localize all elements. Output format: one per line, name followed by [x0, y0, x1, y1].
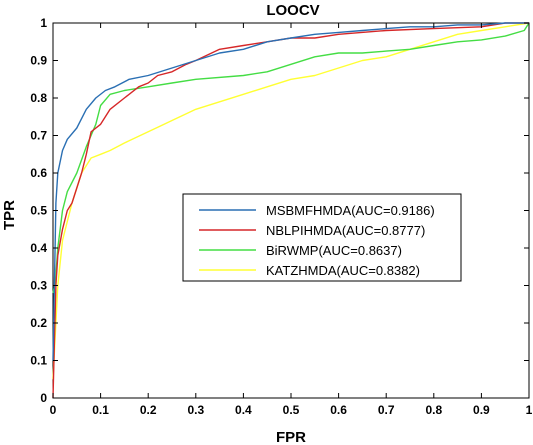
y-tick-label: 1 [40, 16, 47, 30]
y-tick-label: 0.5 [30, 204, 47, 218]
legend-box [182, 193, 462, 282]
series-line-1 [52, 22, 529, 399]
legend-label-0: MSBMFHMDA(AUC=0.9186) [266, 203, 435, 218]
x-tick-label: 0.5 [283, 403, 300, 417]
series-line-2 [52, 22, 530, 294]
legend-label-1: NBLPIHMDA(AUC=0.8777) [266, 223, 425, 238]
y-tick-label: 0.2 [30, 316, 47, 330]
series-layer [52, 22, 530, 399]
y-tick-label: 0.6 [30, 166, 47, 180]
x-tick-label: 0.4 [235, 403, 252, 417]
series-line-3 [52, 22, 530, 380]
y-tick-label: 0.3 [30, 279, 47, 293]
legend-label-2: BiRWMP(AUC=0.8637) [266, 243, 402, 258]
chart-title: LOOCV [266, 2, 319, 19]
x-tick-label: 1 [526, 403, 533, 417]
legend-label-3: KATZHMDA(AUC=0.8382) [266, 263, 420, 278]
x-tick-label: 0.3 [187, 403, 204, 417]
x-tick-label: 0 [50, 403, 57, 417]
y-tick-label: 0.9 [30, 54, 47, 68]
x-tick-label: 0.9 [473, 403, 490, 417]
legend: MSBMFHMDA(AUC=0.9186) NBLPIHMDA(AUC=0.877… [182, 193, 462, 282]
x-tick-label: 0.2 [140, 403, 157, 417]
legend-items: MSBMFHMDA(AUC=0.9186) NBLPIHMDA(AUC=0.877… [199, 203, 435, 278]
x-tick-label: 0.8 [425, 403, 442, 417]
series-line-0 [52, 22, 529, 361]
x-tick-label: 0.1 [92, 403, 109, 417]
y-tick-label: 0.8 [30, 91, 47, 105]
y-tick-label: 0 [40, 391, 47, 405]
x-axis-label: FPR [276, 429, 306, 445]
y-tick-label: 0.7 [30, 129, 47, 143]
y-tick-label: 0.1 [30, 354, 47, 368]
y-axis-label: TPR [1, 200, 18, 230]
y-tick-label: 0.4 [30, 241, 47, 255]
x-tick-label: 0.7 [378, 403, 395, 417]
x-tick-label: 0.6 [330, 403, 347, 417]
ticks-layer: 0 0.1 0.2 0.3 0.4 0.5 0.6 0.7 0.8 0.9 1 0 0.1 0.2 0.3 0… [30, 16, 532, 417]
